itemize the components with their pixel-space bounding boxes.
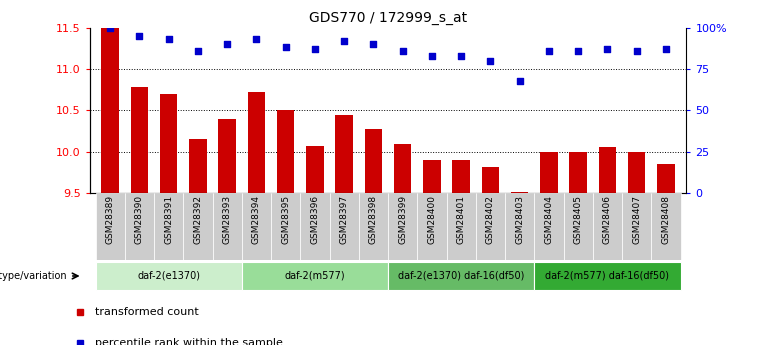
Text: GSM28402: GSM28402 [486, 195, 495, 244]
Bar [452, 160, 470, 193]
Point [133, 33, 146, 39]
Point [309, 46, 321, 52]
Point [250, 37, 263, 42]
Text: daf-2(e1370): daf-2(e1370) [137, 271, 200, 281]
Bar [212, 193, 242, 260]
Bar [101, 28, 119, 193]
Bar [242, 193, 271, 260]
Bar [476, 193, 505, 260]
Bar [593, 193, 622, 260]
Bar [160, 94, 177, 193]
Point [221, 41, 233, 47]
Bar [598, 147, 616, 193]
Point [192, 48, 204, 53]
Bar [329, 193, 359, 260]
Bar [277, 110, 295, 193]
Text: transformed count: transformed count [95, 307, 199, 317]
Point [572, 48, 584, 53]
Point [601, 46, 614, 52]
Text: GSM28407: GSM28407 [632, 195, 641, 244]
Bar [540, 152, 558, 193]
Bar [218, 119, 236, 193]
Bar [388, 193, 417, 260]
Text: GSM28408: GSM28408 [661, 195, 671, 244]
Bar [247, 92, 265, 193]
Bar [131, 87, 148, 193]
Text: GSM28390: GSM28390 [135, 195, 144, 244]
Text: GSM28396: GSM28396 [310, 195, 320, 244]
Point [396, 48, 409, 53]
Text: daf-2(m577): daf-2(m577) [285, 271, 346, 281]
Point [426, 53, 438, 59]
Text: GSM28391: GSM28391 [164, 195, 173, 244]
Bar [306, 146, 324, 193]
Text: GSM28401: GSM28401 [456, 195, 466, 244]
Bar [95, 193, 125, 260]
Text: GSM28404: GSM28404 [544, 195, 554, 244]
Text: GSM28393: GSM28393 [222, 195, 232, 244]
Point [543, 48, 555, 53]
Point [104, 25, 116, 30]
Text: genotype/variation: genotype/variation [0, 271, 67, 281]
Text: GSM28400: GSM28400 [427, 195, 437, 244]
Text: GSM28399: GSM28399 [398, 195, 407, 244]
Text: GSM28389: GSM28389 [105, 195, 115, 244]
Text: GSM28395: GSM28395 [281, 195, 290, 244]
Bar [183, 193, 212, 260]
Bar [125, 193, 154, 260]
Text: GSM28406: GSM28406 [603, 195, 612, 244]
Bar [388, 262, 534, 290]
Bar [628, 152, 645, 193]
Bar [359, 193, 388, 260]
Text: GSM28392: GSM28392 [193, 195, 203, 244]
Point [484, 58, 497, 63]
Bar [95, 262, 242, 290]
Text: GSM28394: GSM28394 [252, 195, 261, 244]
Text: daf-2(e1370) daf-16(df50): daf-2(e1370) daf-16(df50) [398, 271, 524, 281]
Bar [511, 191, 528, 193]
Text: percentile rank within the sample: percentile rank within the sample [95, 338, 283, 345]
Bar [417, 193, 446, 260]
Text: daf-2(m577) daf-16(df50): daf-2(m577) daf-16(df50) [545, 271, 669, 281]
Text: GSM28398: GSM28398 [369, 195, 378, 244]
Title: GDS770 / 172999_s_at: GDS770 / 172999_s_at [309, 11, 467, 25]
Bar [271, 193, 300, 260]
Bar [154, 193, 183, 260]
Bar [534, 193, 563, 260]
Bar [534, 262, 680, 290]
Text: GSM28397: GSM28397 [339, 195, 349, 244]
Point [630, 48, 643, 53]
Bar [364, 129, 382, 193]
Bar [189, 139, 207, 193]
Bar [335, 115, 353, 193]
Bar [481, 167, 499, 193]
Bar [563, 193, 593, 260]
Bar [423, 160, 441, 193]
Point [455, 53, 467, 59]
Bar [446, 193, 476, 260]
Bar [657, 164, 675, 193]
Point [279, 45, 292, 50]
Bar [569, 152, 587, 193]
Point [660, 46, 672, 52]
Point [513, 78, 526, 83]
Bar [622, 193, 651, 260]
Point [367, 41, 380, 47]
Bar [242, 262, 388, 290]
Bar [651, 193, 680, 260]
Bar [300, 193, 329, 260]
Text: GSM28405: GSM28405 [573, 195, 583, 244]
Bar [505, 193, 534, 260]
Bar [394, 144, 412, 193]
Point [162, 37, 175, 42]
Text: GSM28403: GSM28403 [515, 195, 524, 244]
Point [338, 38, 350, 43]
